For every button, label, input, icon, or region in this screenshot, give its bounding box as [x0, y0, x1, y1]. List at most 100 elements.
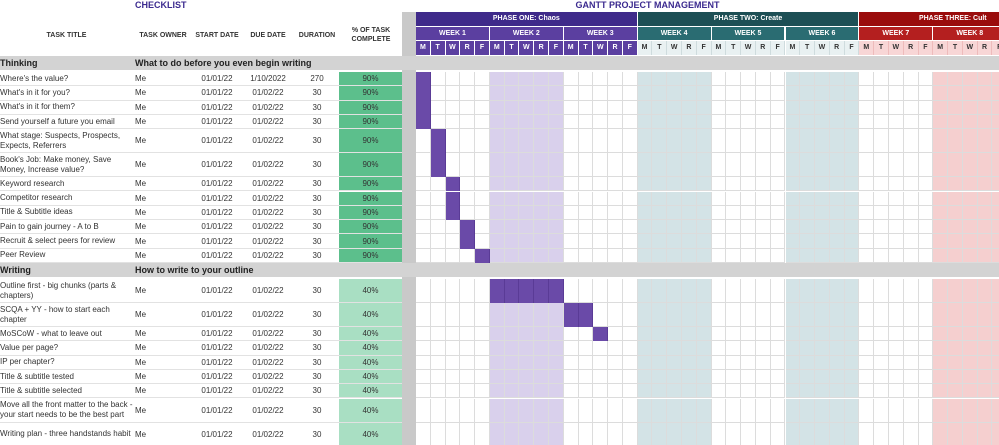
gantt-cell[interactable]: [741, 384, 756, 398]
gantt-cell[interactable]: [490, 249, 505, 263]
gantt-cell[interactable]: [919, 72, 934, 86]
gantt-cell[interactable]: [431, 101, 446, 115]
gantt-cell[interactable]: [623, 384, 638, 398]
gantt-cell[interactable]: [874, 384, 889, 398]
gantt-cell[interactable]: [697, 153, 712, 177]
gantt-cell[interactable]: [726, 72, 741, 86]
gantt-cell[interactable]: [874, 399, 889, 423]
gantt-cell[interactable]: [667, 115, 682, 129]
table-row[interactable]: What stage: Suspects, Prospects, Expects…: [0, 129, 402, 153]
gantt-cell[interactable]: [800, 192, 815, 206]
task-owner-cell[interactable]: Me: [135, 72, 185, 85]
gantt-cell[interactable]: [593, 234, 608, 248]
gantt-cell[interactable]: [549, 153, 564, 177]
gantt-cell[interactable]: [874, 115, 889, 129]
gantt-cell[interactable]: [786, 129, 801, 153]
gantt-cell[interactable]: [786, 115, 801, 129]
gantt-cell[interactable]: [948, 423, 963, 445]
gantt-cell[interactable]: [756, 153, 771, 177]
gantt-cell[interactable]: [549, 370, 564, 384]
gantt-cell[interactable]: [712, 249, 727, 263]
task-owner-cell[interactable]: Me: [135, 249, 185, 262]
gantt-cell[interactable]: [756, 327, 771, 341]
task-title-cell[interactable]: SCQA + YY - how to start each chapter: [0, 303, 133, 326]
start-date-cell[interactable]: 01/01/22: [193, 220, 241, 233]
gantt-cell[interactable]: [475, 177, 490, 191]
gantt-cell[interactable]: [904, 234, 919, 248]
duration-cell[interactable]: 30: [296, 115, 338, 128]
gantt-cell[interactable]: [608, 153, 623, 177]
gantt-cell[interactable]: [815, 341, 830, 355]
gantt-cell[interactable]: [534, 234, 549, 248]
gantt-cell[interactable]: [490, 399, 505, 423]
gantt-cell[interactable]: [726, 192, 741, 206]
gantt-cell[interactable]: [712, 72, 727, 86]
gantt-cell[interactable]: [992, 341, 999, 355]
gantt-cell[interactable]: [933, 220, 948, 234]
gantt-cell[interactable]: [534, 192, 549, 206]
gantt-cell[interactable]: [697, 399, 712, 423]
gantt-cell[interactable]: [919, 220, 934, 234]
gantt-cell[interactable]: [534, 86, 549, 100]
gantt-cell[interactable]: [608, 101, 623, 115]
gantt-cell[interactable]: [697, 129, 712, 153]
gantt-cell[interactable]: [874, 303, 889, 327]
gantt-cell[interactable]: [859, 86, 874, 100]
gantt-cell[interactable]: [505, 249, 520, 263]
gantt-cell[interactable]: [519, 423, 534, 445]
gantt-cell[interactable]: [682, 234, 697, 248]
gantt-cell[interactable]: [549, 249, 564, 263]
gantt-cell[interactable]: [519, 72, 534, 86]
gantt-cell[interactable]: [904, 220, 919, 234]
gantt-cell[interactable]: [904, 101, 919, 115]
gantt-cell[interactable]: [859, 279, 874, 303]
gantt-cell[interactable]: [564, 249, 579, 263]
gantt-cell[interactable]: [978, 356, 993, 370]
gantt-cell[interactable]: [919, 115, 934, 129]
gantt-cell[interactable]: [416, 356, 431, 370]
duration-cell[interactable]: 30: [296, 303, 338, 326]
gantt-cell[interactable]: [830, 399, 845, 423]
gantt-cell[interactable]: [786, 249, 801, 263]
gantt-cell[interactable]: [579, 341, 594, 355]
gantt-cell[interactable]: [948, 115, 963, 129]
gantt-cell[interactable]: [564, 341, 579, 355]
pct-complete-cell[interactable]: 40%: [339, 279, 402, 302]
gantt-cell[interactable]: [682, 86, 697, 100]
gantt-cell[interactable]: [460, 327, 475, 341]
gantt-cell[interactable]: [667, 206, 682, 220]
gantt-cell[interactable]: [593, 115, 608, 129]
gantt-cell[interactable]: [948, 72, 963, 86]
gantt-cell[interactable]: [756, 356, 771, 370]
gantt-cell[interactable]: [519, 101, 534, 115]
gantt-cell[interactable]: [623, 86, 638, 100]
gantt-cell[interactable]: [726, 356, 741, 370]
gantt-cell[interactable]: [682, 370, 697, 384]
task-owner-cell[interactable]: Me: [135, 356, 185, 369]
gantt-cell[interactable]: [830, 370, 845, 384]
gantt-cell[interactable]: [638, 249, 653, 263]
gantt-cell[interactable]: [579, 101, 594, 115]
task-bar-segment[interactable]: [564, 303, 579, 327]
gantt-cell[interactable]: [830, 220, 845, 234]
start-date-cell[interactable]: 01/01/22: [193, 303, 241, 326]
gantt-cell[interactable]: [712, 356, 727, 370]
pct-complete-cell[interactable]: 90%: [339, 72, 402, 85]
task-owner-cell[interactable]: Me: [135, 129, 185, 152]
gantt-cell[interactable]: [549, 234, 564, 248]
gantt-cell[interactable]: [460, 356, 475, 370]
gantt-cell[interactable]: [904, 206, 919, 220]
gantt-cell[interactable]: [490, 192, 505, 206]
gantt-cell[interactable]: [992, 115, 999, 129]
gantt-cell[interactable]: [933, 399, 948, 423]
col-duration[interactable]: DURATION: [296, 14, 338, 56]
duration-cell[interactable]: 30: [296, 370, 338, 383]
gantt-cell[interactable]: [416, 341, 431, 355]
gantt-cell[interactable]: [756, 303, 771, 327]
gantt-cell[interactable]: [490, 115, 505, 129]
gantt-cell[interactable]: [638, 279, 653, 303]
task-bar-segment[interactable]: [460, 234, 475, 248]
gantt-cell[interactable]: [697, 101, 712, 115]
gantt-cell[interactable]: [919, 399, 934, 423]
gantt-cell[interactable]: [786, 192, 801, 206]
